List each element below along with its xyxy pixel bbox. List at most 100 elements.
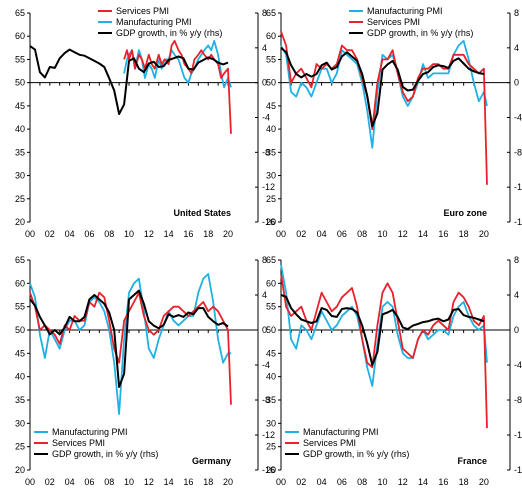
x-axis-tick-label: 00 [25, 477, 35, 487]
x-axis-tick-label: 06 [84, 477, 94, 487]
right-axis-tick-label: -4 [262, 113, 270, 123]
left-axis-tick-label: 55 [266, 54, 276, 64]
left-axis-tick-label: 20 [266, 217, 276, 227]
left-axis-tick-label: 35 [15, 147, 25, 157]
right-axis-tick-label: 4 [262, 290, 267, 300]
left-axis-tick-label: 65 [266, 255, 276, 265]
x-axis-tick-label: 16 [438, 477, 448, 487]
series-line-services [280, 273, 488, 429]
x-axis-tick-label: 02 [45, 229, 55, 239]
left-axis-tick-label: 45 [15, 101, 25, 111]
series-line-manufacturing [280, 40, 488, 149]
right-axis-tick-label: -4 [514, 113, 522, 123]
x-axis-tick-label: 12 [144, 229, 154, 239]
series-line-manufacturing [280, 264, 488, 387]
x-axis-tick-label: 14 [418, 477, 428, 487]
panel-title: France [457, 456, 487, 466]
right-axis-tick-label: 4 [262, 43, 267, 53]
left-axis-tick-label: 35 [266, 395, 276, 405]
right-axis-tick-label: -12 [262, 182, 275, 192]
right-axis-tick-label: 8 [262, 8, 267, 18]
right-axis-tick-label: 0 [262, 325, 267, 335]
left-axis-tick-label: 30 [15, 171, 25, 181]
left-axis-tick-label: 35 [266, 147, 276, 157]
x-axis-tick-label: 08 [357, 477, 367, 487]
left-axis-tick-label: 60 [15, 31, 25, 41]
right-axis-tick-label: 0 [262, 78, 267, 88]
x-axis-tick-label: 20 [223, 229, 233, 239]
chart-panel-3: 20253035404550556065-16-12-8-40480002040… [266, 255, 522, 487]
left-axis-tick-label: 25 [15, 442, 25, 452]
x-axis-tick-label: 00 [25, 229, 35, 239]
left-axis-tick-label: 20 [15, 465, 25, 475]
x-axis-tick-label: 06 [84, 229, 94, 239]
left-axis-tick-label: 65 [15, 255, 25, 265]
left-axis-tick-label: 50 [15, 325, 25, 335]
legend-label-gdp: GDP growth, in % y/y (rhs) [367, 28, 473, 38]
x-axis-tick-label: 14 [164, 229, 174, 239]
left-axis-tick-label: 40 [15, 124, 25, 134]
x-axis-tick-label: 04 [317, 477, 327, 487]
x-axis-tick-label: 20 [479, 229, 489, 239]
x-axis-tick-label: 16 [183, 477, 193, 487]
right-axis-tick-label: 8 [262, 255, 267, 265]
left-axis-tick-label: 55 [15, 302, 25, 312]
x-axis-tick-label: 12 [398, 229, 408, 239]
right-axis-tick-label: 4 [514, 43, 519, 53]
x-axis-tick-label: 02 [45, 477, 55, 487]
left-axis-tick-label: 40 [266, 372, 276, 382]
right-axis-tick-label: -16 [262, 465, 275, 475]
series-line-services [280, 31, 488, 185]
left-axis-tick-label: 40 [266, 124, 276, 134]
right-axis-tick-label: -12 [514, 430, 522, 440]
right-axis-tick-label: -12 [514, 182, 522, 192]
x-axis-tick-label: 02 [296, 229, 306, 239]
x-axis-tick-label: 10 [377, 229, 387, 239]
x-axis-tick-label: 04 [65, 229, 75, 239]
left-axis-tick-label: 25 [15, 194, 25, 204]
x-axis-tick-label: 14 [164, 477, 174, 487]
right-axis-tick-label: 8 [514, 255, 519, 265]
right-axis-tick-label: -8 [262, 147, 270, 157]
right-axis-tick-label: 4 [514, 290, 519, 300]
x-axis-tick-label: 10 [377, 477, 387, 487]
left-axis-tick-label: 65 [266, 8, 276, 18]
x-axis-tick-label: 16 [183, 229, 193, 239]
series-line-gdp [29, 45, 229, 115]
right-axis-tick-label: -16 [262, 217, 275, 227]
left-axis-tick-label: 55 [266, 302, 276, 312]
left-axis-tick-label: 60 [266, 278, 276, 288]
right-axis-tick-label: -16 [514, 465, 522, 475]
chart-panel-1: 20253035404550556065-16-12-8-40480002040… [266, 6, 522, 239]
legend-label-manufacturing: Manufacturing PMI [52, 427, 128, 437]
x-axis-tick-label: 08 [104, 477, 114, 487]
left-axis-tick-label: 65 [15, 8, 25, 18]
series-line-gdp [280, 47, 485, 128]
right-axis-tick-label: -8 [514, 395, 522, 405]
x-axis-tick-label: 18 [459, 229, 469, 239]
legend-label-services: Services PMI [116, 6, 169, 16]
right-axis-tick-label: 0 [514, 325, 519, 335]
x-axis-tick-label: 08 [104, 229, 114, 239]
left-axis-tick-label: 45 [15, 348, 25, 358]
left-axis-tick-label: 45 [266, 101, 276, 111]
x-axis-tick-label: 08 [357, 229, 367, 239]
left-axis-tick-label: 25 [266, 194, 276, 204]
legend-label-services: Services PMI [367, 17, 420, 27]
panel-title: United States [173, 208, 231, 218]
x-axis-tick-label: 04 [317, 229, 327, 239]
left-axis-tick-label: 45 [266, 348, 276, 358]
x-axis-tick-label: 04 [65, 477, 75, 487]
x-axis-tick-label: 02 [296, 477, 306, 487]
left-axis-tick-label: 55 [15, 54, 25, 64]
x-axis-tick-label: 12 [144, 477, 154, 487]
x-axis-tick-label: 00 [276, 229, 286, 239]
x-axis-tick-label: 20 [479, 477, 489, 487]
right-axis-tick-label: -16 [514, 217, 522, 227]
left-axis-tick-label: 50 [266, 325, 276, 335]
x-axis-tick-label: 00 [276, 477, 286, 487]
x-axis-tick-label: 20 [223, 477, 233, 487]
left-axis-tick-label: 60 [266, 31, 276, 41]
